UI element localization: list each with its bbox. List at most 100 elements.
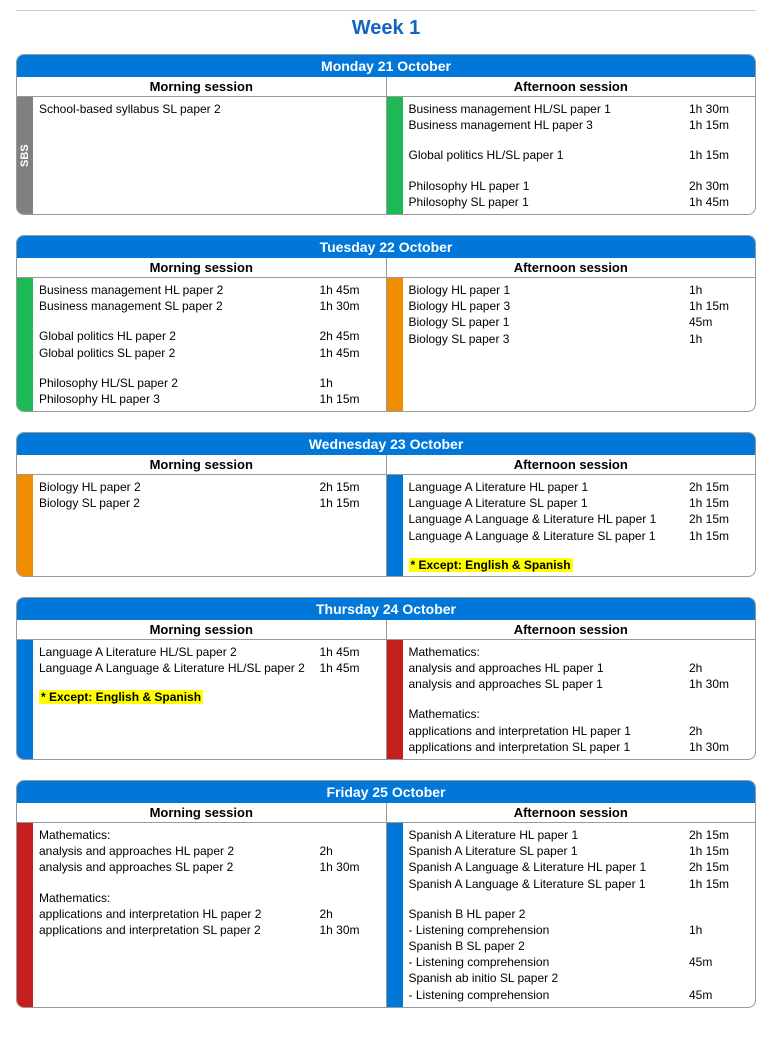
duration-line: 1h 15m bbox=[689, 117, 749, 133]
day-header: Tuesday 22 October bbox=[17, 236, 755, 258]
color-tab bbox=[17, 278, 33, 411]
morning-header: Morning session bbox=[17, 455, 387, 474]
color-tab bbox=[17, 823, 33, 1007]
color-tab bbox=[387, 97, 403, 214]
sessions-row: SBS School-based syllabus SL paper 2 Busi… bbox=[17, 97, 755, 214]
duration-line: 1h 30m bbox=[320, 859, 380, 875]
exam-line: Global politics SL paper 2 bbox=[39, 345, 320, 361]
session-headers: Morning sessionAfternoon session bbox=[17, 258, 755, 278]
session-headers: Morning sessionAfternoon session bbox=[17, 803, 755, 823]
exception-note: * Except: English & Spanish bbox=[39, 690, 203, 704]
session-body: School-based syllabus SL paper 2 bbox=[33, 97, 386, 214]
exam-line: applications and interpretation HL paper… bbox=[409, 723, 690, 739]
exam-list: School-based syllabus SL paper 2 bbox=[39, 101, 320, 210]
duration-line: 2h 45m bbox=[320, 328, 380, 344]
exam-line: Philosophy HL paper 1 bbox=[409, 178, 690, 194]
afternoon-session: Language A Literature HL paper 1Language… bbox=[387, 475, 756, 576]
duration-line: 2h 30m bbox=[689, 178, 749, 194]
duration-list: 1h 45m1h 30m2h 45m1h 45m1h1h 15m bbox=[320, 282, 380, 407]
afternoon-session: Biology HL paper 1Biology HL paper 3 Biol… bbox=[387, 278, 756, 411]
session-body: Business management HL paper 2Business m… bbox=[33, 278, 386, 411]
day-header: Monday 21 October bbox=[17, 55, 755, 77]
exam-line: Biology SL paper 3 bbox=[409, 331, 690, 347]
morning-header: Morning session bbox=[17, 803, 387, 822]
duration-line: 1h 15m bbox=[689, 495, 749, 511]
color-tab bbox=[17, 475, 33, 576]
exam-line: analysis and approaches HL paper 2 bbox=[39, 843, 320, 859]
duration-line: 1h 30m bbox=[320, 922, 380, 938]
duration-line: 2h 15m bbox=[689, 827, 749, 843]
afternoon-session: Spanish A Literature HL paper 1Spanish A… bbox=[387, 823, 756, 1007]
duration-list: 1h 45m1h 45m bbox=[320, 644, 380, 755]
duration-list bbox=[320, 101, 380, 210]
session-headers: Morning sessionAfternoon session bbox=[17, 455, 755, 475]
duration-line: 45m bbox=[689, 987, 749, 1003]
session-body: Mathematics: analysis and approaches HL p… bbox=[33, 823, 386, 1007]
session-body: Biology HL paper 2Biology SL paper 22h 1… bbox=[33, 475, 386, 576]
exam-line: Spanish A Language & Literature SL paper… bbox=[409, 876, 690, 892]
day-block: Thursday 24 OctoberMorning sessionAftern… bbox=[16, 597, 756, 760]
duration-line: 1h 30m bbox=[689, 101, 749, 117]
duration-line: 1h 30m bbox=[689, 676, 749, 692]
exam-line: - Listening comprehension bbox=[409, 922, 690, 938]
morning-session: Business management HL paper 2Business m… bbox=[17, 278, 387, 411]
afternoon-session: Mathematics: analysis and approaches HL p… bbox=[387, 640, 756, 759]
exam-list: Spanish A Literature HL paper 1Spanish A… bbox=[409, 827, 690, 1003]
afternoon-header: Afternoon session bbox=[387, 77, 756, 96]
duration-line: 1h 15m bbox=[689, 843, 749, 859]
afternoon-header: Afternoon session bbox=[387, 803, 756, 822]
exam-line: Global politics HL paper 2 bbox=[39, 328, 320, 344]
afternoon-header: Afternoon session bbox=[387, 620, 756, 639]
duration-line: 1h bbox=[320, 375, 380, 391]
duration-line bbox=[689, 938, 749, 954]
sessions-row: Language A Literature HL/SL paper 2Langu… bbox=[17, 640, 755, 759]
exam-line: Spanish B HL paper 2 bbox=[409, 906, 690, 922]
duration-line: 2h 15m bbox=[689, 511, 749, 527]
exam-line: Spanish B SL paper 2 bbox=[409, 938, 690, 954]
exam-line: analysis and approaches SL paper 1 bbox=[409, 676, 690, 692]
exam-line: Biology HL paper 1 bbox=[409, 282, 690, 298]
morning-session: Mathematics: analysis and approaches HL p… bbox=[17, 823, 387, 1007]
exam-line: Mathematics: bbox=[409, 706, 690, 722]
exam-line: Business management HL/SL paper 1 bbox=[409, 101, 690, 117]
duration-line bbox=[689, 970, 749, 986]
color-tab bbox=[387, 640, 403, 759]
sessions-row: Biology HL paper 2Biology SL paper 22h 1… bbox=[17, 475, 755, 576]
exam-line: Philosophy HL/SL paper 2 bbox=[39, 375, 320, 391]
exam-line: Biology HL paper 3 bbox=[409, 298, 690, 314]
exam-line: analysis and approaches SL paper 2 bbox=[39, 859, 320, 875]
exception-note: * Except: English & Spanish bbox=[409, 558, 573, 572]
top-rule bbox=[16, 10, 756, 11]
morning-session: Biology HL paper 2Biology SL paper 22h 1… bbox=[17, 475, 387, 576]
sessions-row: Business management HL paper 2Business m… bbox=[17, 278, 755, 411]
exam-line: Language A Literature HL paper 1 bbox=[409, 479, 690, 495]
duration-line: 1h bbox=[689, 331, 749, 347]
duration-line bbox=[689, 644, 749, 660]
exam-line: Mathematics: bbox=[39, 890, 320, 906]
session-body: Language A Literature HL paper 1Language… bbox=[403, 475, 756, 576]
exam-line: Spanish A Literature SL paper 1 bbox=[409, 843, 690, 859]
morning-header: Morning session bbox=[17, 77, 387, 96]
exam-line: Philosophy HL paper 3 bbox=[39, 391, 320, 407]
exam-list: Business management HL paper 2Business m… bbox=[39, 282, 320, 407]
exam-line: applications and interpretation SL paper… bbox=[409, 739, 690, 755]
duration-line: 1h bbox=[689, 922, 749, 938]
duration-line: 1h 15m bbox=[689, 528, 749, 544]
afternoon-header: Afternoon session bbox=[387, 455, 756, 474]
duration-line bbox=[689, 706, 749, 722]
exam-line: analysis and approaches HL paper 1 bbox=[409, 660, 690, 676]
duration-line: 1h bbox=[689, 282, 749, 298]
duration-line: 2h 15m bbox=[689, 859, 749, 875]
exam-line: Business management HL paper 3 bbox=[409, 117, 690, 133]
sbs-tab: SBS bbox=[17, 97, 33, 214]
sessions-row: Mathematics: analysis and approaches HL p… bbox=[17, 823, 755, 1007]
duration-line bbox=[689, 906, 749, 922]
exam-line: Language A Literature SL paper 1 bbox=[409, 495, 690, 511]
duration-line: 1h 45m bbox=[320, 282, 380, 298]
session-body: Language A Literature HL/SL paper 2Langu… bbox=[33, 640, 386, 759]
duration-line: 1h 15m bbox=[320, 495, 380, 511]
duration-line: 1h 30m bbox=[320, 298, 380, 314]
duration-list: 2h1h 30m 2h1h 30m bbox=[320, 827, 380, 1003]
duration-list: 2h 15m1h 15m2h 15m1h 15m 1h 45m 45m bbox=[689, 827, 749, 1003]
exam-line: - Listening comprehension bbox=[409, 954, 690, 970]
